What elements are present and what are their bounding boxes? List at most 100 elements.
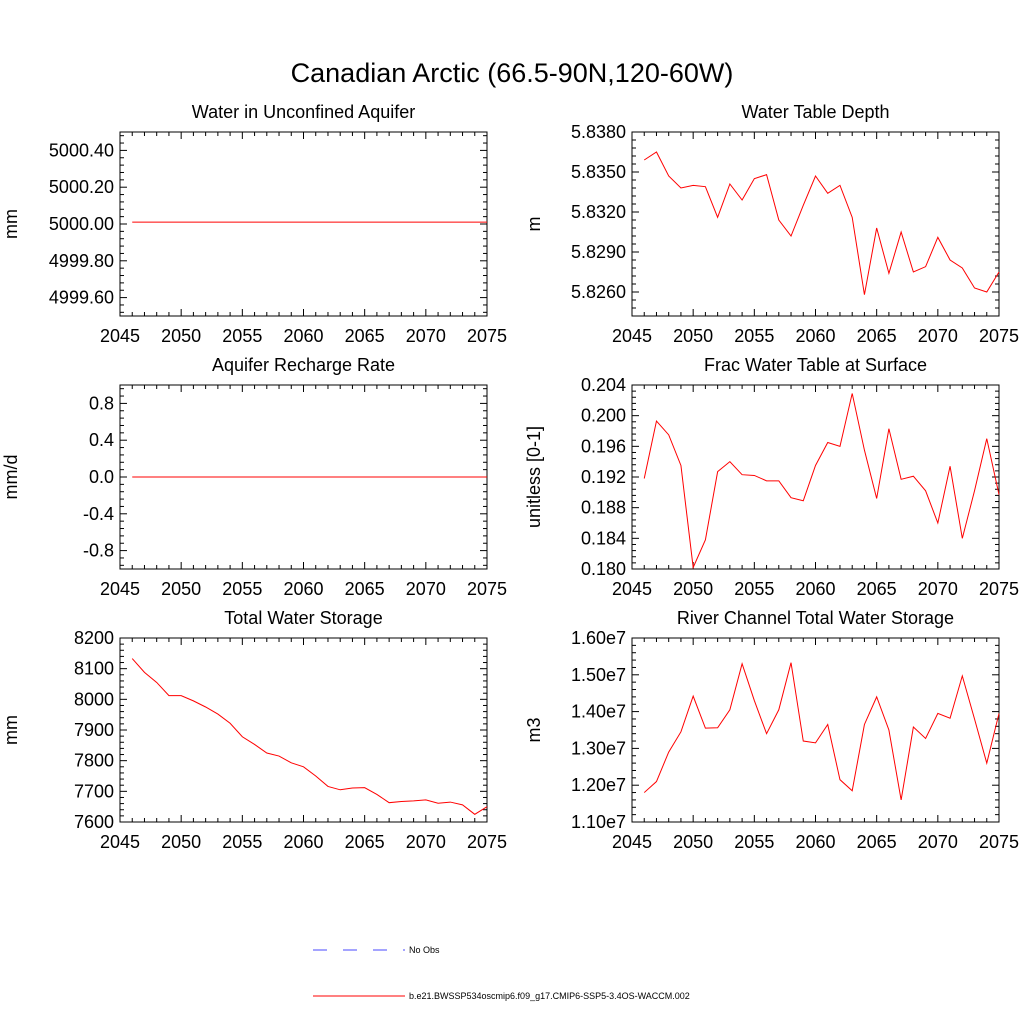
y-tick-label: 0.188 [581,498,626,518]
y-tick-label: 0.204 [581,375,626,395]
chart-panel-1: Water in Unconfined Aquifer 2045 2050 2055 2… [1,102,507,346]
x-tick-label: 2070 [406,326,446,346]
x-tick-label: 2060 [283,832,323,852]
x-tick-label: 2065 [857,326,897,346]
y-tick-label: 4999.60 [49,288,114,308]
y-tick-label: 0.8 [89,393,114,413]
plot-frame [631,637,1000,823]
x-tick-label: 2075 [467,326,507,346]
x-tick-label: 2075 [979,326,1019,346]
y-tick-label: 5000.00 [49,214,114,234]
y-tick-label: 0.192 [581,467,626,487]
y-axis-label: unitless [0-1] [524,426,544,528]
y-tick-label: 7900 [74,720,114,740]
panel-title: Water Table Depth [741,102,889,122]
chart-panels: Water in Unconfined Aquifer 2045 2050 2055 2… [1,102,1019,852]
x-tick-label: 2065 [345,579,385,599]
legend-model-label: b.e21.BWSSP534oscmip6.f09_g17.CMIP6-SSP5… [409,991,690,1001]
series-line [643,393,1000,570]
x-tick-label: 2065 [345,326,385,346]
y-tick-label: 5.8350 [571,162,626,182]
x-tick-label: 2055 [222,832,262,852]
x-tick-label: 2055 [222,326,262,346]
x-tick-label: 2070 [918,832,958,852]
chart-panel-5: Total Water Storage 2045 2050 2055 2060 2065 2… [1,608,507,852]
y-tick-label: -0.8 [83,541,114,561]
x-tick-label: 2045 [100,326,140,346]
y-axis-label: m [524,217,544,232]
x-tick-label: 2050 [161,579,201,599]
y-tick-label: 0.4 [89,430,114,450]
x-tick-label: 2060 [795,579,835,599]
y-tick-label: 0.184 [581,528,626,548]
y-tick-label: 8000 [74,689,114,709]
y-tick-label: 7600 [74,812,114,832]
x-tick-label: 2065 [857,579,897,599]
y-tick-label: 7800 [74,751,114,771]
y-tick-label: 1.50e7 [571,665,626,685]
x-tick-label: 2050 [161,326,201,346]
x-tick-label: 2060 [795,832,835,852]
chart-panel-4: Frac Water Table at Surface 2045 2050 2055 2… [524,355,1019,599]
y-tick-label: 5.8260 [571,282,626,302]
y-axis-label: m3 [524,717,544,742]
x-tick-label: 2045 [100,832,140,852]
y-axis-label: mm [1,209,21,239]
x-tick-label: 2050 [673,579,713,599]
y-tick-label: 5.8290 [571,242,626,262]
chart-panel-6: River Channel Total Water Storage 2045 205… [524,608,1019,852]
y-tick-label: 0.200 [581,406,626,426]
panel-title: Aquifer Recharge Rate [212,355,395,375]
x-tick-label: 2045 [612,326,652,346]
y-tick-label: 0.180 [581,559,626,579]
x-tick-label: 2060 [283,579,323,599]
x-tick-label: 2060 [283,326,323,346]
x-tick-label: 2070 [406,579,446,599]
y-tick-label: 5000.20 [49,177,114,197]
y-tick-label: 7700 [74,781,114,801]
y-axis-label: mm [1,715,21,745]
x-tick-label: 2075 [467,579,507,599]
x-tick-label: 2075 [979,579,1019,599]
legend: No Obs b.e21.BWSSP534oscmip6.f09_g17.CMI… [313,945,690,1001]
plot-frame [119,637,488,823]
y-tick-label: 1.40e7 [571,702,626,722]
x-tick-label: 2045 [100,579,140,599]
x-tick-label: 2075 [467,832,507,852]
x-tick-label: 2045 [612,579,652,599]
plot-frame [119,131,488,317]
y-tick-label: 5000.40 [49,140,114,160]
y-tick-label: 1.10e7 [571,812,626,832]
x-tick-label: 2070 [918,579,958,599]
x-tick-label: 2045 [612,832,652,852]
y-axis-label: mm/d [1,455,21,500]
x-tick-label: 2055 [734,832,774,852]
x-tick-label: 2055 [734,579,774,599]
chart-panel-2: Water Table Depth 2045 2050 2055 2060 2065 207… [524,102,1019,346]
panel-title: Water in Unconfined Aquifer [192,102,415,122]
series-line [643,151,1000,295]
x-tick-label: 2050 [673,326,713,346]
x-tick-label: 2055 [222,579,262,599]
y-tick-label: -0.4 [83,504,114,524]
y-tick-label: 1.60e7 [571,628,626,648]
x-tick-label: 2050 [673,832,713,852]
panel-title: Frac Water Table at Surface [704,355,927,375]
x-tick-label: 2075 [979,832,1019,852]
x-tick-label: 2070 [918,326,958,346]
panel-title: Total Water Storage [224,608,382,628]
y-tick-label: 1.20e7 [571,775,626,795]
plot-frame [631,131,1000,317]
y-tick-label: 0.0 [89,467,114,487]
x-tick-label: 2070 [406,832,446,852]
series-line [131,658,488,815]
chart-panel-3: Aquifer Recharge Rate 2045 2050 2055 2060 206… [1,355,507,599]
legend-obs-label: No Obs [409,945,440,955]
y-tick-label: 5.8380 [571,122,626,142]
figure-title: Canadian Arctic (66.5-90N,120-60W) [291,58,734,88]
y-tick-label: 8100 [74,659,114,679]
y-tick-label: 0.196 [581,436,626,456]
panel-title: River Channel Total Water Storage [677,608,954,628]
x-tick-label: 2055 [734,326,774,346]
